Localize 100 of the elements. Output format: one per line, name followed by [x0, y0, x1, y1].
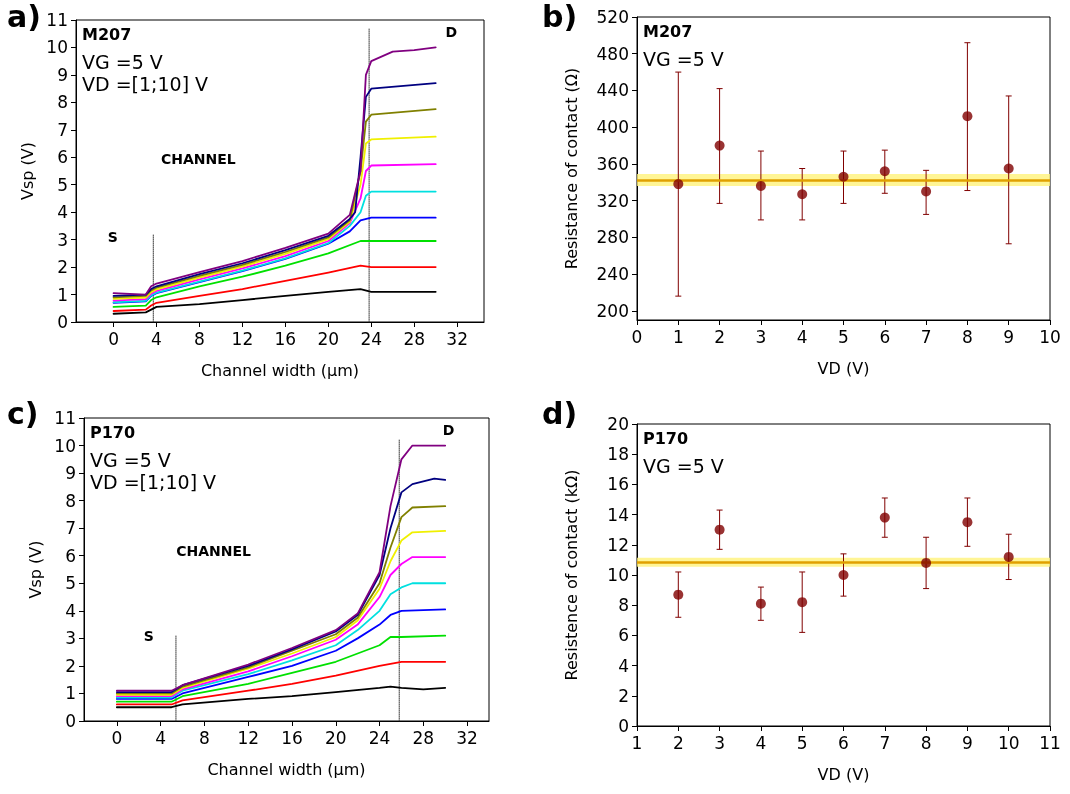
- x-tick-label: 4: [796, 326, 808, 347]
- x-tick-label: 12: [231, 328, 254, 349]
- y-axis-title: Vsp (V): [25, 540, 45, 599]
- y-tick-label: 8: [57, 92, 68, 113]
- y-tick-label: 4: [65, 600, 76, 621]
- y-tick-label: 11: [46, 10, 68, 30]
- x-tick-label: 4: [155, 727, 167, 748]
- point: [673, 589, 684, 600]
- x-tick-label: 2: [672, 732, 684, 753]
- y-tick-label: 10: [54, 435, 76, 456]
- y-tick-label: 0: [57, 312, 68, 332]
- point: [838, 171, 849, 182]
- y-tick-label: 8: [618, 595, 629, 616]
- y-tick-label: 3: [65, 628, 76, 649]
- point: [921, 186, 932, 197]
- annotation: VD =[1;10] V: [90, 470, 217, 493]
- chart-title: a): [7, 0, 41, 34]
- y-tick-label: 240: [596, 264, 629, 285]
- x-tick-label: 7: [879, 732, 891, 753]
- point: [921, 557, 932, 568]
- y-tick-label: 440: [596, 80, 629, 101]
- x-axis-title: VD (V): [817, 764, 870, 784]
- point: [1003, 551, 1014, 562]
- y-tick-label: 8: [65, 490, 76, 511]
- x-tick-label: 0: [631, 326, 643, 347]
- x-tick-label: 10: [997, 732, 1020, 753]
- x-tick-label: 28: [412, 727, 435, 748]
- y-axis-title: Vsp (V): [17, 142, 37, 200]
- x-tick-label: 8: [920, 732, 932, 753]
- x-tick-label: 20: [317, 328, 340, 349]
- annotation: VG =5 V: [82, 50, 163, 73]
- y-tick-label: 9: [65, 463, 76, 484]
- point: [755, 180, 766, 191]
- x-tick-label: 8: [198, 727, 210, 748]
- annotation: M207: [643, 21, 693, 41]
- x-tick-label: 28: [403, 328, 426, 349]
- y-tick-label: 7: [57, 119, 68, 140]
- y-tick-label: 6: [57, 147, 68, 168]
- point: [962, 517, 973, 528]
- x-tick-label: 12: [237, 727, 260, 748]
- y-tick-label: 18: [607, 444, 629, 465]
- x-tick-label: 1: [672, 326, 684, 347]
- x-tick-label: 11: [1039, 732, 1061, 753]
- x-tick-label: 16: [274, 328, 297, 349]
- point: [714, 524, 725, 535]
- point: [714, 140, 725, 151]
- point: [797, 597, 808, 608]
- point: [879, 166, 890, 177]
- y-tick-label: 4: [618, 655, 629, 676]
- y-tick-label: 400: [596, 117, 629, 138]
- line-series: [115, 660, 447, 706]
- y-tick-label: 2: [57, 257, 68, 278]
- annotation: CHANNEL: [176, 543, 252, 560]
- y-tick-label: 1: [57, 284, 68, 305]
- annotation: D: [445, 24, 458, 41]
- x-tick-label: 8: [194, 328, 205, 349]
- annotation: S: [107, 229, 118, 246]
- y-tick-label: 1: [65, 683, 76, 704]
- annotation: P170: [643, 428, 689, 448]
- line-series: [112, 240, 437, 308]
- annotation: M207: [82, 24, 132, 44]
- x-tick-label: 2: [714, 326, 726, 347]
- y-tick-label: 5: [57, 174, 68, 195]
- annotation: S: [143, 628, 154, 645]
- x-tick-label: 6: [879, 326, 891, 347]
- y-tick-label: 11: [54, 408, 76, 428]
- x-tick-label: 9: [961, 732, 973, 753]
- x-axis-title: VD (V): [817, 358, 870, 378]
- x-tick-label: 0: [111, 727, 123, 748]
- x-axis-title: Channel width (μm): [200, 360, 360, 380]
- x-tick-label: 5: [796, 732, 808, 753]
- point: [755, 598, 766, 609]
- y-tick-label: 0: [65, 711, 76, 731]
- x-tick-label: 32: [456, 727, 478, 748]
- x-tick-label: 1: [631, 732, 643, 753]
- point: [962, 111, 973, 122]
- y-tick-label: 7: [65, 518, 76, 539]
- y-tick-label: 6: [65, 545, 76, 566]
- y-tick-label: 280: [596, 227, 629, 248]
- y-tick-label: 2: [65, 655, 76, 676]
- annotation: VD =[1;10] V: [82, 72, 209, 95]
- y-tick-label: 20: [607, 414, 629, 434]
- annotation: VG =5 V: [643, 47, 724, 70]
- chart-title: c): [7, 395, 39, 431]
- x-axis-title: Channel width (μm): [207, 759, 366, 779]
- x-tick-label: 32: [446, 328, 468, 349]
- annotation: VG =5 V: [643, 454, 724, 477]
- x-tick-label: 24: [360, 328, 383, 349]
- annotation: D: [442, 422, 455, 439]
- x-tick-label: 20: [324, 727, 347, 748]
- line-series: [112, 264, 437, 312]
- x-tick-label: 3: [755, 326, 767, 347]
- x-tick-label: 4: [755, 732, 767, 753]
- y-axis-title: Resistance of contact (Ω): [561, 67, 581, 270]
- line-series: [112, 288, 437, 315]
- y-tick-label: 4: [57, 202, 68, 223]
- x-tick-label: 16: [281, 727, 303, 748]
- y-tick-label: 10: [46, 37, 68, 58]
- y-tick-label: 480: [596, 43, 629, 64]
- y-tick-label: 3: [57, 229, 68, 250]
